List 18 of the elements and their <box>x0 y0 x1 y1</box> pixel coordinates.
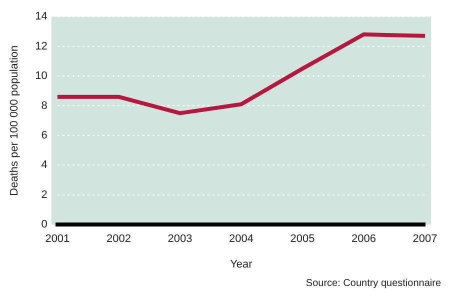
y-axis-title: Deaths per 100 000 population <box>8 45 21 196</box>
y-tick-label: 0 <box>41 218 48 231</box>
y-tick-label: 12 <box>35 40 48 52</box>
x-tick-label: 2001 <box>45 233 70 246</box>
y-tick-label: 14 <box>35 10 48 23</box>
y-tick-label: 10 <box>35 70 48 82</box>
x-tick-label: 2002 <box>106 233 131 246</box>
y-tick-label: 2 <box>41 188 48 201</box>
x-tick-label: 2007 <box>412 233 438 246</box>
x-tick-label: 2004 <box>228 233 254 246</box>
x-axis-title: Year <box>230 258 253 270</box>
source-note: Source: Country questionnaire <box>306 278 441 289</box>
x-tick-label: 2006 <box>351 233 376 246</box>
y-tick-label: 6 <box>41 129 48 142</box>
y-tick-label: 4 <box>41 159 48 172</box>
x-tick-label: 2005 <box>290 233 315 246</box>
y-tick-label: 8 <box>41 100 48 112</box>
x-tick-label: 2003 <box>168 233 192 246</box>
